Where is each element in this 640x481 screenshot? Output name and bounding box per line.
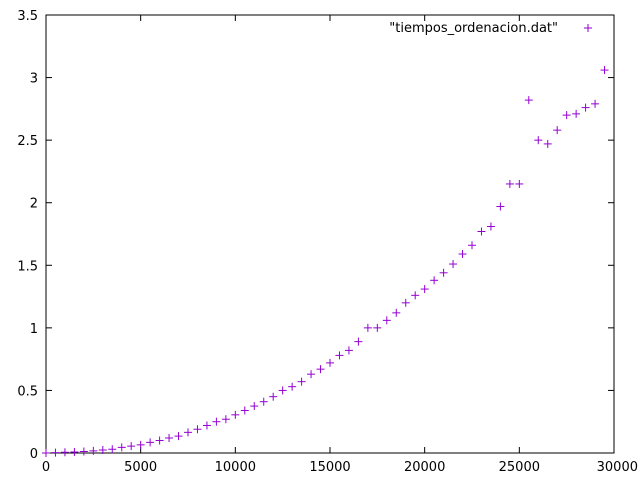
data-point: [363, 323, 372, 332]
data-point: [240, 406, 249, 415]
data-point: [486, 222, 495, 231]
legend-marker: [584, 24, 592, 32]
legend-label: "tiempos_ordenacion.dat": [389, 21, 558, 36]
data-point: [60, 448, 69, 457]
data-points: [42, 66, 609, 457]
data-point: [373, 323, 382, 332]
y-axis-tick-labels: 0 0.5 1 1.5 2 2.5 3 3.5: [17, 9, 38, 462]
data-point: [212, 417, 221, 426]
data-point: [553, 126, 562, 135]
data-point: [411, 291, 420, 300]
data-point: [250, 402, 259, 411]
data-point: [117, 443, 126, 452]
data-point: [534, 136, 543, 145]
data-point: [278, 386, 287, 395]
data-point: [165, 433, 174, 442]
x-tick-label: 10000: [215, 460, 256, 475]
data-point: [477, 227, 486, 236]
x-tick-label: 25000: [499, 460, 540, 475]
x-tick-label: 30000: [597, 460, 638, 475]
y-tick-label: 0: [30, 447, 38, 462]
y-tick-label: 0.5: [17, 384, 38, 399]
x-tick-label: 5000: [124, 460, 157, 475]
legend: "tiempos_ordenacion.dat": [389, 21, 592, 36]
data-point: [468, 241, 476, 250]
data-point: [458, 250, 467, 259]
data-point: [193, 425, 202, 434]
y-tick-label: 1.5: [17, 259, 38, 274]
data-point: [543, 139, 552, 148]
data-point: [581, 103, 590, 112]
y-tick-label: 2.5: [17, 134, 38, 149]
data-point: [449, 260, 458, 269]
data-point: [591, 99, 600, 108]
data-point: [316, 365, 325, 374]
data-point: [354, 337, 363, 346]
y-tick-label: 3.5: [17, 9, 38, 24]
data-point: [89, 446, 98, 455]
data-point: [496, 202, 505, 211]
data-point: [155, 436, 164, 445]
data-point: [221, 415, 230, 424]
x-axis-ticks: [45, 15, 615, 453]
x-tick-label: 15000: [309, 460, 350, 475]
data-point: [127, 442, 136, 451]
data-point: [259, 397, 268, 406]
data-point: [515, 179, 524, 188]
data-point: [401, 298, 410, 307]
x-tick-label: 20000: [404, 460, 445, 475]
data-point: [79, 447, 88, 456]
data-point: [231, 410, 240, 419]
data-point: [146, 438, 155, 447]
data-point: [174, 432, 183, 441]
data-point: [505, 179, 514, 188]
data-point: [42, 449, 50, 457]
data-point: [108, 445, 117, 454]
data-point: [524, 96, 533, 105]
data-point: [326, 358, 334, 367]
x-tick-label: 0: [42, 460, 50, 475]
data-point: [335, 351, 344, 360]
data-point: [70, 447, 79, 456]
data-point: [202, 421, 211, 430]
data-point: [288, 382, 297, 391]
data-point: [269, 392, 278, 401]
y-axis-ticks: [46, 14, 614, 454]
data-point: [420, 285, 429, 294]
data-point: [600, 66, 609, 75]
data-point: [439, 268, 448, 277]
data-point: [98, 445, 107, 454]
data-point: [392, 308, 401, 317]
data-point: [307, 370, 316, 379]
data-point: [136, 440, 145, 449]
plot-frame: [45, 14, 615, 454]
data-point: [344, 346, 353, 355]
x-axis-tick-labels: 0 5000 10000 15000 20000 25000 30000: [42, 460, 638, 475]
data-point: [572, 109, 581, 118]
y-tick-label: 2: [30, 197, 38, 212]
data-point: [382, 316, 391, 325]
data-point: [562, 111, 571, 120]
data-point: [51, 448, 60, 457]
data-point: [430, 276, 439, 285]
data-point: [297, 377, 306, 386]
y-tick-label: 1: [30, 322, 38, 337]
y-tick-label: 3: [30, 72, 38, 87]
data-point: [184, 428, 192, 437]
legend-marker-plus: [584, 24, 592, 32]
